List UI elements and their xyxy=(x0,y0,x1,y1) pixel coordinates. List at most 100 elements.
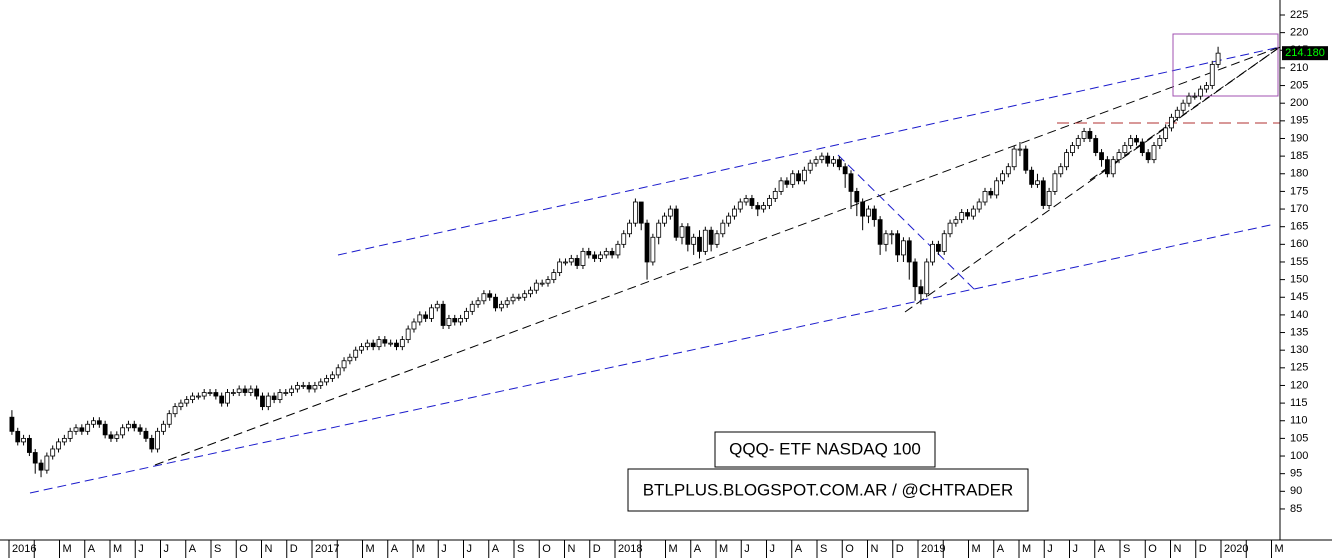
candle-body xyxy=(440,303,446,326)
candle-body xyxy=(761,205,766,210)
candle-body xyxy=(819,155,825,161)
x-tick-label: S xyxy=(517,543,524,555)
candle-body xyxy=(947,222,953,235)
candle-body xyxy=(586,250,592,256)
y-tick-label: 105 xyxy=(1290,432,1308,444)
candle-body xyxy=(551,272,557,281)
annotation-box xyxy=(627,468,1029,512)
candle-body xyxy=(1151,145,1157,161)
candle-body xyxy=(382,339,388,344)
candle-body xyxy=(842,166,848,175)
x-tick-label: J xyxy=(164,543,170,555)
candle-body xyxy=(539,282,545,285)
x-tick-label: S xyxy=(1123,543,1130,555)
candle-body xyxy=(1128,138,1134,146)
candle-body xyxy=(475,300,481,305)
candle-body xyxy=(930,243,935,263)
candle-body xyxy=(446,318,452,326)
candle-body xyxy=(405,328,411,340)
candle-body xyxy=(533,282,539,291)
y-tick-label: 205 xyxy=(1290,79,1308,91)
trendlines xyxy=(29,33,1281,494)
candle-body xyxy=(592,254,598,259)
candle-body xyxy=(965,212,970,217)
y-tick-label: 170 xyxy=(1290,203,1308,215)
x-tick-label: J xyxy=(1073,543,1079,555)
x-tick-label: D xyxy=(896,543,904,555)
candle-body xyxy=(1139,141,1145,153)
candle-body xyxy=(743,198,749,203)
candle-body xyxy=(941,233,947,252)
candle-body xyxy=(1035,180,1040,185)
candle-body xyxy=(1070,145,1075,153)
candle-body xyxy=(702,229,708,252)
candle-body xyxy=(50,448,56,457)
y-tick-label: 220 xyxy=(1290,27,1308,39)
candle-body xyxy=(300,385,306,387)
candle-body xyxy=(953,219,959,224)
candle-body xyxy=(638,201,644,224)
candle-body xyxy=(831,159,836,164)
candle-body xyxy=(79,427,85,432)
candle-body xyxy=(155,430,160,450)
candle-body xyxy=(673,208,679,238)
candle-body xyxy=(364,342,370,348)
x-tick-label: 2018 xyxy=(618,543,642,555)
candle-body xyxy=(836,159,842,168)
candle-body xyxy=(184,399,190,404)
candle-body xyxy=(178,402,184,408)
candle-body xyxy=(172,406,178,415)
x-tick-label: 2019 xyxy=(921,543,945,555)
candle-body xyxy=(44,455,50,471)
y-tick-label: 175 xyxy=(1290,185,1308,197)
candle-body xyxy=(574,258,580,266)
candle-body xyxy=(61,437,67,443)
candle-body xyxy=(912,261,918,288)
candle-body xyxy=(510,296,516,302)
candle-body xyxy=(85,423,91,432)
x-tick-label: J xyxy=(1047,543,1053,555)
candle-body xyxy=(137,427,143,432)
x-tick-label: M xyxy=(669,543,678,555)
candle-body xyxy=(889,233,895,236)
candle-body xyxy=(260,395,265,408)
candle-body xyxy=(778,180,784,192)
x-tick-label: M xyxy=(113,543,122,555)
candle-body xyxy=(557,261,563,273)
candle-body xyxy=(32,452,38,464)
y-tick-label: 85 xyxy=(1290,503,1302,515)
x-tick-label: N xyxy=(568,543,576,555)
candle-body xyxy=(271,395,277,400)
x-tick-label: J xyxy=(744,543,750,555)
candle-body xyxy=(38,462,44,471)
y-tick-label: 140 xyxy=(1290,309,1308,321)
candle-body xyxy=(726,215,732,224)
candle-body xyxy=(976,201,982,210)
candle-body xyxy=(469,303,475,312)
candle-body xyxy=(1204,85,1209,90)
candle-body xyxy=(487,293,493,298)
candle-body xyxy=(347,356,353,362)
candle-body xyxy=(1011,148,1017,168)
y-tick-label: 190 xyxy=(1290,132,1308,144)
candle-body xyxy=(341,360,347,369)
candle-body xyxy=(1180,102,1186,111)
candle-body xyxy=(493,296,498,309)
candle-body xyxy=(1186,95,1192,104)
candle-body xyxy=(685,226,691,245)
candle-body xyxy=(15,430,21,443)
falling-trendline xyxy=(837,154,976,291)
x-tick-label: S xyxy=(214,543,221,555)
y-tick-label: 145 xyxy=(1290,291,1308,303)
x-tick-label: M xyxy=(972,543,981,555)
x-tick-label: S xyxy=(820,543,827,555)
candle-body xyxy=(924,261,930,295)
candle-body xyxy=(289,388,295,393)
candle-body xyxy=(1017,148,1023,151)
candle-body xyxy=(498,303,504,309)
candle-body xyxy=(877,219,883,245)
candle-body xyxy=(970,208,976,217)
candle-body xyxy=(225,392,230,404)
candle-body xyxy=(399,339,405,348)
